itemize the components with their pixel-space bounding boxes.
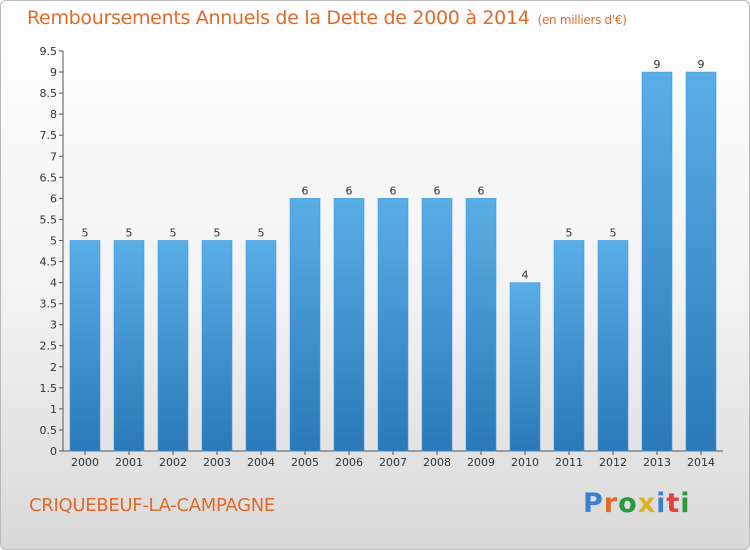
y-tick-label: 6.5 xyxy=(40,171,58,184)
x-tick-label: 2008 xyxy=(423,456,451,469)
logo-letter: t xyxy=(666,488,681,519)
data-label: 4 xyxy=(522,269,529,282)
bar xyxy=(201,240,233,452)
data-label: 5 xyxy=(610,226,617,239)
data-label: 5 xyxy=(566,226,573,239)
y-tick-label: 0.5 xyxy=(40,424,58,437)
bar xyxy=(509,282,541,452)
y-tick-label: 0 xyxy=(50,445,57,458)
x-tick-label: 2000 xyxy=(71,456,99,469)
y-tick-label: 7.5 xyxy=(40,129,58,142)
y-tick-label: 8.5 xyxy=(40,87,58,100)
x-tick-label: 2002 xyxy=(159,456,187,469)
chart-subtitle: (en milliers d'€) xyxy=(537,13,627,27)
logo-letter: i xyxy=(680,488,691,519)
bar xyxy=(69,240,101,452)
data-label: 5 xyxy=(126,226,133,239)
x-tick-label: 2012 xyxy=(599,456,627,469)
x-tick-label: 2007 xyxy=(379,456,407,469)
bar xyxy=(641,71,673,452)
data-label: 5 xyxy=(258,226,265,239)
bar xyxy=(245,240,277,452)
x-tick-label: 2001 xyxy=(115,456,143,469)
x-tick-label: 2005 xyxy=(291,456,319,469)
bar xyxy=(553,240,585,452)
chart-title-text: Remboursements Annuels de la Dette de 20… xyxy=(27,7,530,29)
chart-title: Remboursements Annuels de la Dette de 20… xyxy=(27,7,627,29)
x-tick-label: 2010 xyxy=(511,456,539,469)
data-label: 6 xyxy=(390,184,397,197)
y-tick-label: 3 xyxy=(50,319,57,332)
chart-labels: 5 5 5 5 5 6 6 6 6 6 4 5 5 9 9 xyxy=(82,58,705,282)
y-tick-label: 9.5 xyxy=(40,45,58,58)
logo-letter: i xyxy=(656,488,667,519)
x-tick-label: 2006 xyxy=(335,456,363,469)
y-tick-label: 5 xyxy=(50,234,57,247)
bar xyxy=(685,71,717,452)
x-tick-label: 2009 xyxy=(467,456,495,469)
data-label: 6 xyxy=(346,184,353,197)
bar xyxy=(465,198,497,452)
chart-bars xyxy=(69,71,717,452)
logo-letter: P xyxy=(583,488,604,519)
data-label: 6 xyxy=(434,184,441,197)
y-tick-label: 6 xyxy=(50,192,57,205)
bar xyxy=(597,240,629,452)
y-tick-label: 2.5 xyxy=(40,340,58,353)
x-tick-label: 2013 xyxy=(643,456,671,469)
data-label: 9 xyxy=(698,58,705,71)
y-tick-label: 1 xyxy=(50,403,57,416)
x-tick-label: 2003 xyxy=(203,456,231,469)
proxiti-logo: Proxiti xyxy=(583,488,691,519)
x-tick-label: 2004 xyxy=(247,456,275,469)
y-tick-label: 3.5 xyxy=(40,298,58,311)
y-tick-label: 4.5 xyxy=(40,256,58,269)
bar xyxy=(421,198,453,452)
bar xyxy=(333,198,365,452)
bar xyxy=(113,240,145,452)
logo-letter: x xyxy=(637,488,657,519)
data-label: 5 xyxy=(82,226,89,239)
commune-name: CRIQUEBEUF-LA-CAMPAGNE xyxy=(29,495,275,516)
y-tick-label: 8 xyxy=(50,108,57,121)
y-tick-label: 2 xyxy=(50,361,57,374)
data-label: 6 xyxy=(478,184,485,197)
bar xyxy=(377,198,409,452)
logo-letter: o xyxy=(618,488,638,519)
data-label: 5 xyxy=(214,226,221,239)
logo-letter: r xyxy=(603,488,619,519)
y-tick-label: 7 xyxy=(50,150,57,163)
y-tick-label: 1.5 xyxy=(40,382,58,395)
y-tick-label: 5.5 xyxy=(40,213,58,226)
x-tick-label: 2011 xyxy=(555,456,583,469)
y-tick-label: 4 xyxy=(50,277,57,290)
data-label: 9 xyxy=(654,58,661,71)
bar xyxy=(157,240,189,452)
bar xyxy=(289,198,321,452)
y-tick-label: 9 xyxy=(50,66,57,79)
x-tick-label: 2014 xyxy=(687,456,715,469)
data-label: 6 xyxy=(302,184,309,197)
data-label: 5 xyxy=(170,226,177,239)
